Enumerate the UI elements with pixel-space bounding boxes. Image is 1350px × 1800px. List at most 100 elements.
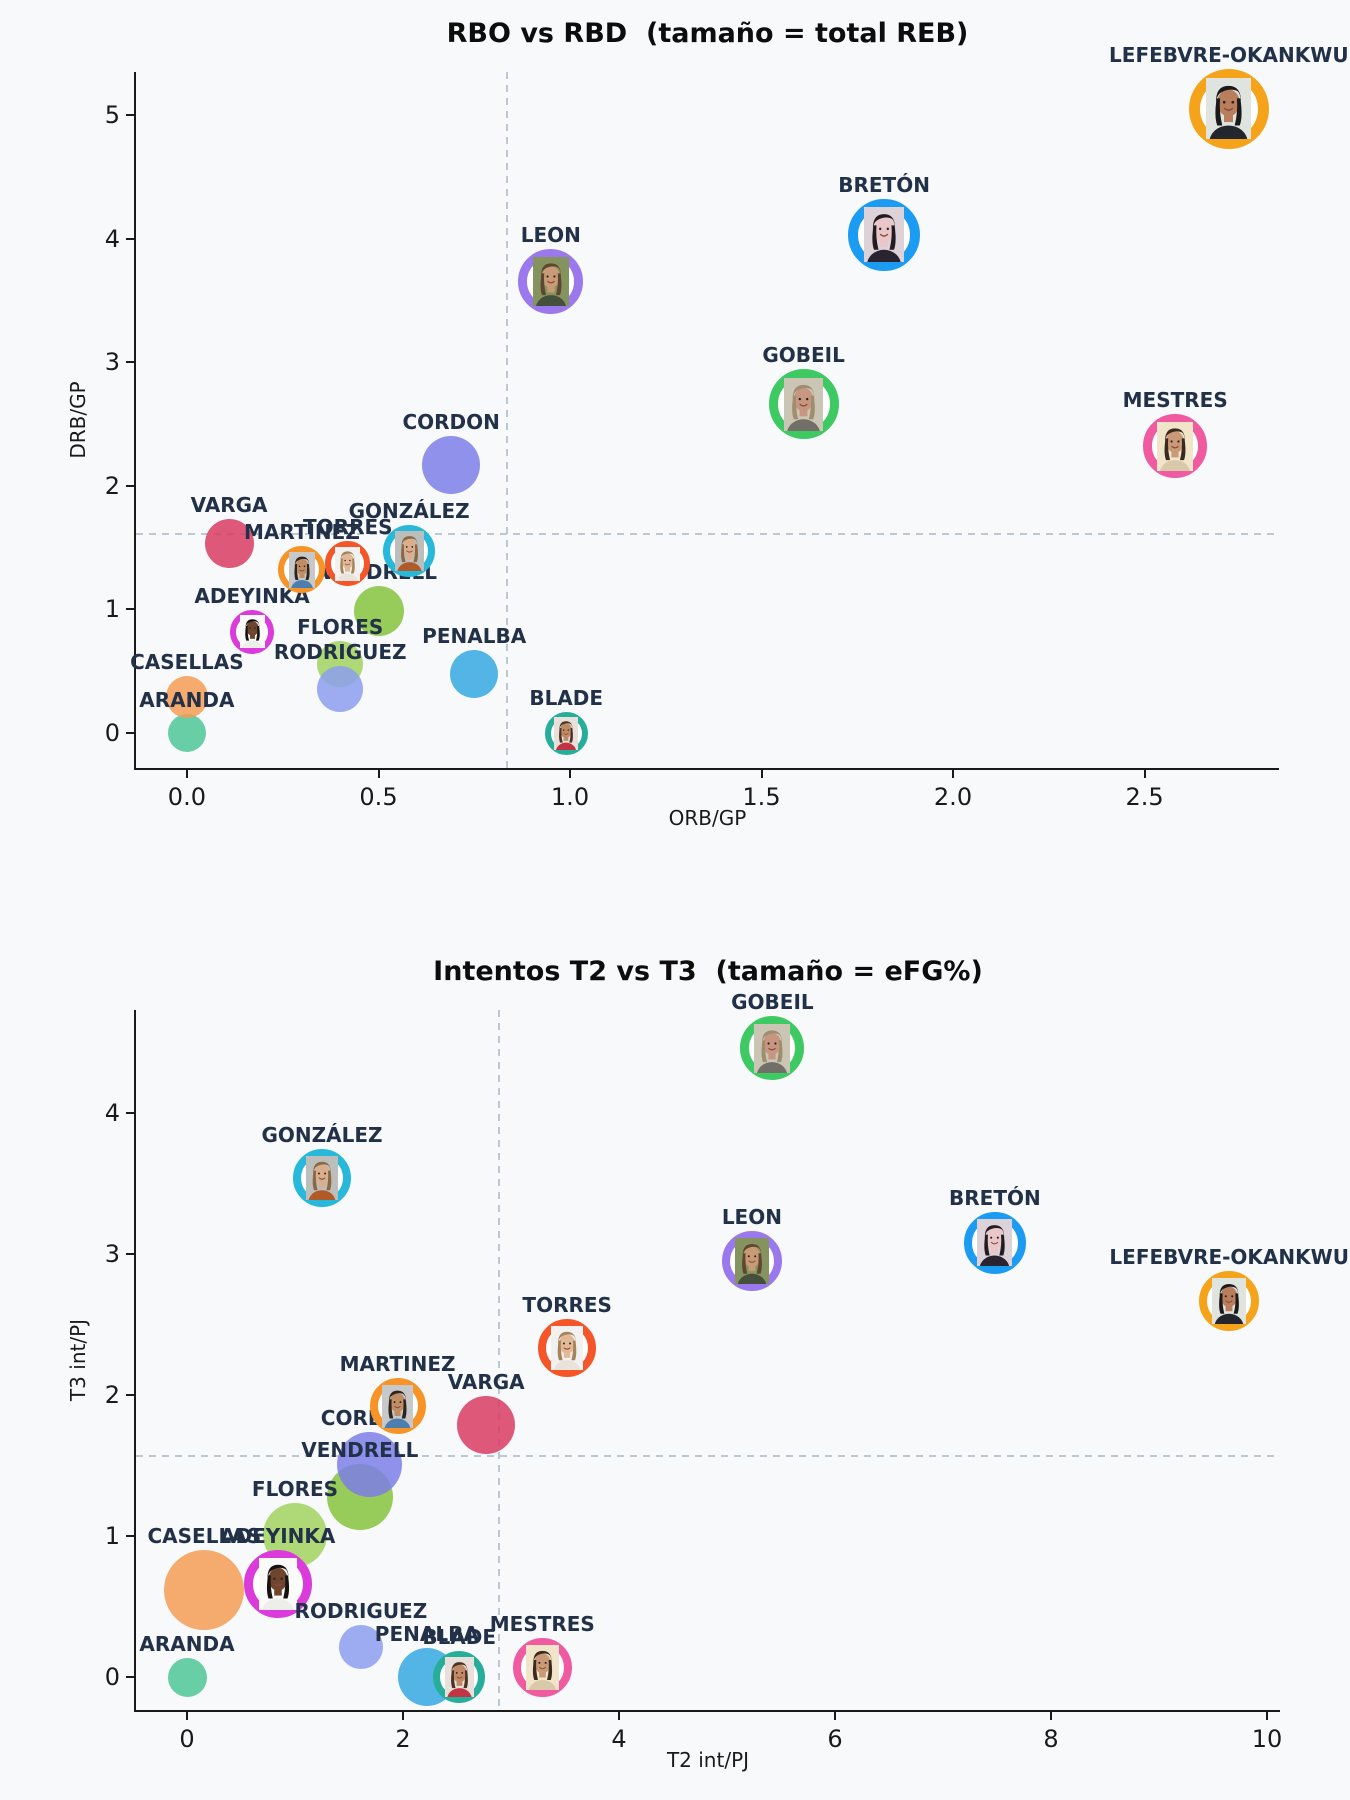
player-label-BRETÓN: BRETÓN (949, 1185, 1041, 1210)
y-tick (126, 237, 134, 240)
player-photo (335, 546, 361, 581)
player-label-PENALBA: PENALBA (422, 623, 527, 648)
bubble-PENALBA (450, 649, 499, 698)
player-label-RODRIGUEZ: RODRIGUEZ (273, 639, 407, 664)
player-label-CASELLAS: CASELLAS (130, 650, 244, 675)
player-label-ADEYINKA: ADEYINKA (219, 1523, 336, 1548)
player-label-MARTINEZ: MARTINEZ (243, 520, 360, 545)
y-tick-label: 3 (104, 1240, 120, 1268)
y-tick (126, 1253, 134, 1255)
y-tick-label: 5 (104, 101, 120, 129)
photo-marker-BRETÓN (963, 1211, 1026, 1274)
chart1-xlabel: ORB/GP (668, 806, 747, 830)
chart1-ylabel: DRB/GP (66, 381, 90, 459)
player-photo (306, 1155, 338, 1200)
photo-marker-MESTRES (512, 1637, 572, 1697)
player-photo (394, 531, 424, 572)
player-photo (382, 1384, 414, 1428)
x-tick-label: 4 (611, 1725, 627, 1753)
player-photo (258, 1557, 297, 1610)
left-spine (134, 72, 136, 770)
y-tick-label: 0 (104, 1663, 120, 1691)
y-tick (126, 484, 134, 487)
photo-marker-GONZÁLEZ (383, 525, 436, 578)
x-tick (377, 770, 380, 778)
photo-marker-LEON (721, 1231, 782, 1291)
photo-marker-TORRES (325, 541, 371, 587)
player-label-ADEYINKA: ADEYINKA (194, 583, 310, 608)
player-label-VARGA: VARGA (190, 493, 268, 518)
x-tick (760, 770, 763, 778)
player-photo (551, 1326, 584, 1371)
y-tick (126, 732, 134, 734)
player-photo (1206, 78, 1252, 140)
x-tick-label: 0.5 (359, 783, 398, 811)
x-tick (1050, 1712, 1052, 1720)
player-photo (444, 1657, 474, 1697)
player-label-LEON: LEON (721, 1205, 782, 1229)
player-label-LEON: LEON (520, 223, 581, 248)
photo-marker-BLADE (433, 1651, 486, 1703)
player-label-RODRIGUEZ: RODRIGUEZ (294, 1599, 428, 1624)
x-tick (402, 1712, 404, 1720)
player-label-FLORES: FLORES (297, 614, 384, 639)
player-label-TORRES: TORRES (303, 515, 393, 540)
x-tick-label: 1.5 (742, 783, 781, 811)
bubble-CORDON (337, 1431, 402, 1497)
y-tick-label: 2 (104, 1381, 120, 1409)
player-label-MESTRES: MESTRES (1122, 388, 1228, 413)
mean-x-line (505, 72, 508, 768)
player-photo (239, 615, 265, 649)
player-label-MARTINEZ: MARTINEZ (339, 1352, 456, 1377)
player-label-GONZÁLEZ: GONZÁLEZ (348, 499, 470, 524)
photo-marker-ADEYINKA (230, 609, 275, 654)
y-tick (126, 1676, 134, 1678)
player-label-FLORES: FLORES (251, 1476, 339, 1501)
x-tick (186, 1712, 188, 1720)
y-tick-label: 3 (104, 348, 120, 377)
y-tick-label: 4 (104, 1098, 120, 1127)
bottom-spine (134, 768, 1279, 770)
player-label-LEFEBVRE-OKANKWU: LEFEBVRE-OKANKWU (1109, 42, 1349, 67)
x-tick (1266, 1712, 1268, 1720)
bubble-ARANDA (167, 1657, 207, 1697)
y-tick-label: 1 (104, 1522, 120, 1550)
bubble-ARANDA (167, 714, 206, 752)
player-label-BRETÓN: BRETÓN (838, 172, 930, 197)
photo-marker-LEFEBVRE-OKANKWU (1199, 1270, 1260, 1331)
y-tick-label: 2 (104, 471, 120, 500)
photo-marker-MARTINEZ (278, 546, 326, 594)
bubble-VARGA (204, 519, 254, 569)
y-tick (126, 361, 134, 364)
bubble-RODRIGUEZ (317, 665, 364, 712)
x-tick (952, 770, 954, 778)
player-label-BLADE: BLADE (529, 685, 604, 710)
photo-marker-GOBEIL (768, 369, 839, 440)
player-photo (977, 1219, 1013, 1267)
x-tick-label: 2 (395, 1725, 411, 1753)
bubble-CASELLAS (164, 1549, 245, 1630)
player-photo (864, 207, 905, 263)
player-photo (734, 1238, 769, 1284)
y-tick-label: 1 (104, 595, 120, 624)
mean-y-line (136, 1454, 1280, 1457)
chart2-title: Intentos T2 vs T3 (tamaño = eFG%) (433, 956, 983, 987)
y-tick (126, 1111, 134, 1114)
player-label-CORDON: CORDON (402, 409, 500, 434)
player-photo (554, 716, 579, 750)
x-tick (569, 770, 571, 778)
photo-marker-LEON (518, 249, 584, 315)
mean-y-line (136, 533, 1279, 535)
y-tick (126, 1535, 134, 1537)
y-tick (126, 1394, 134, 1396)
mean-x-line (498, 1010, 501, 1710)
player-photo (784, 377, 824, 431)
x-tick-label: 2.5 (1125, 783, 1164, 811)
player-label-VENDRELL: VENDRELL (301, 1437, 419, 1462)
player-label-ARANDA: ARANDA (139, 1631, 235, 1656)
player-label-VARGA: VARGA (447, 1369, 525, 1394)
bubble-VENDRELL (353, 585, 404, 636)
player-photo (754, 1023, 791, 1073)
chart2-xlabel: T2 int/PJ (666, 1748, 750, 1772)
